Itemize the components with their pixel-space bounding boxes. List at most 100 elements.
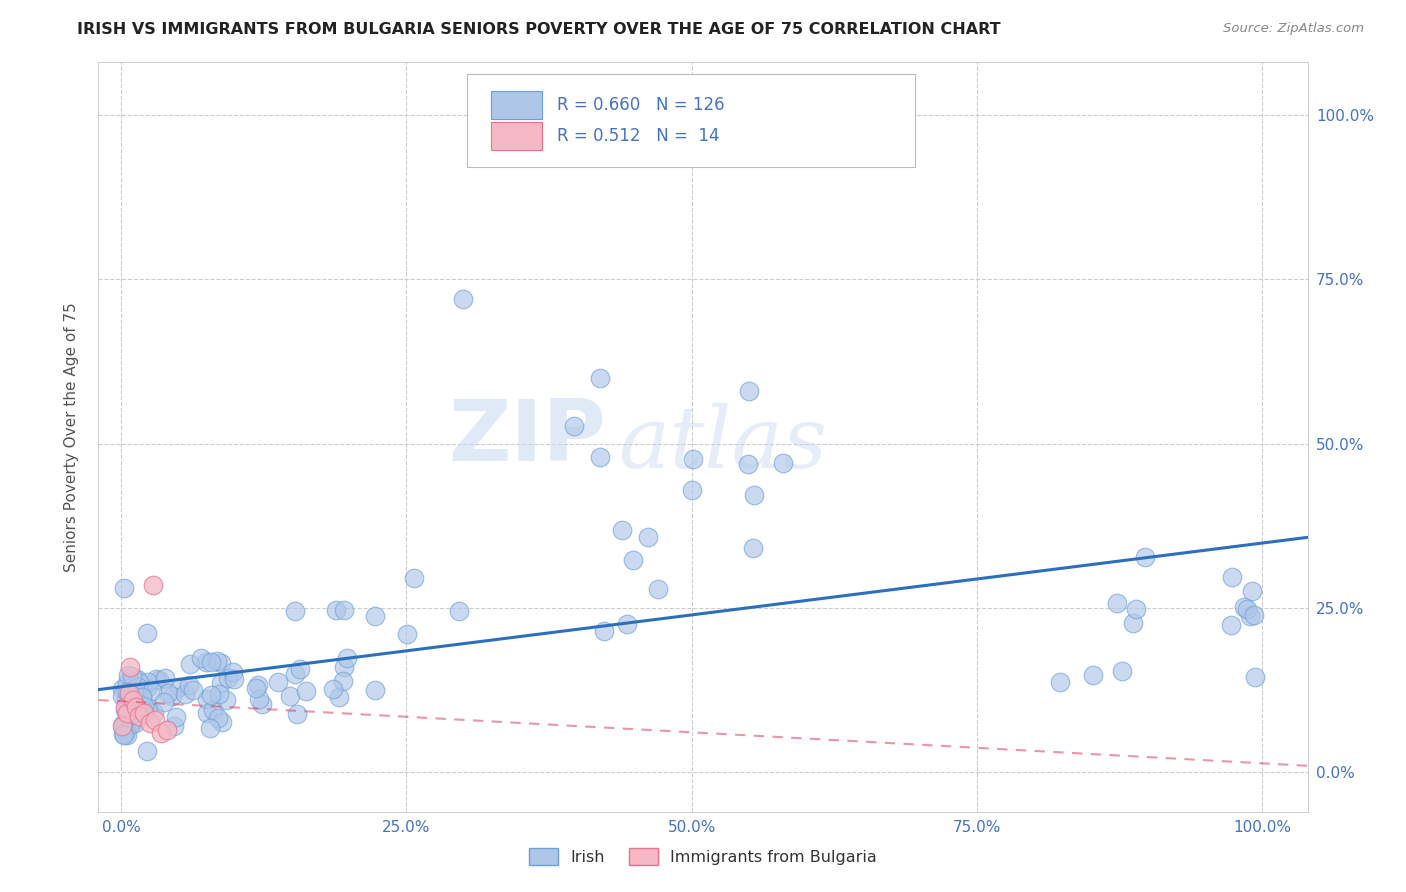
Point — [141, 684, 163, 698]
Point — [127, 680, 149, 694]
Point — [112, 727, 135, 741]
Point — [742, 488, 765, 502]
Point — [332, 674, 354, 689]
Point — [453, 292, 475, 306]
Point — [737, 458, 759, 472]
Point — [1122, 615, 1144, 630]
Point — [295, 684, 318, 698]
Point — [1233, 600, 1256, 615]
Point — [115, 676, 138, 690]
Point — [148, 673, 170, 688]
Point — [145, 672, 167, 686]
Point — [162, 719, 184, 733]
Point — [127, 672, 149, 686]
Point — [115, 728, 138, 742]
Point — [157, 685, 180, 699]
Point — [115, 699, 138, 714]
Point — [111, 690, 134, 704]
Y-axis label: Seniors Poverty Over the Age of 75: Seniors Poverty Over the Age of 75 — [65, 302, 79, 572]
Point — [621, 553, 644, 567]
Point — [120, 660, 142, 674]
Point — [218, 671, 240, 685]
Text: R = 0.512   N =  14: R = 0.512 N = 14 — [557, 127, 720, 145]
Point — [115, 724, 138, 739]
Point — [111, 717, 134, 731]
Point — [118, 686, 141, 700]
Point — [336, 651, 359, 665]
Point — [209, 656, 232, 670]
Point — [246, 678, 269, 692]
Point — [325, 603, 347, 617]
Point — [1125, 601, 1147, 615]
Point — [181, 683, 204, 698]
Text: IRISH VS IMMIGRANTS FROM BULGARIA SENIORS POVERTY OVER THE AGE OF 75 CORRELATION: IRISH VS IMMIGRANTS FROM BULGARIA SENIOR… — [77, 22, 1001, 37]
Point — [136, 744, 159, 758]
Text: Source: ZipAtlas.com: Source: ZipAtlas.com — [1223, 22, 1364, 36]
Point — [197, 692, 219, 706]
Point — [1239, 608, 1261, 623]
Text: ZIP: ZIP — [449, 395, 606, 479]
Point — [150, 726, 173, 740]
Point — [322, 681, 344, 696]
Point — [1244, 670, 1267, 684]
Point — [145, 713, 167, 727]
Point — [211, 715, 233, 730]
Point — [1133, 550, 1156, 565]
Point — [222, 672, 245, 686]
Point — [143, 706, 166, 720]
Point — [114, 703, 136, 717]
Point — [120, 714, 142, 729]
Point — [131, 690, 153, 704]
Point — [647, 582, 669, 596]
Point — [111, 681, 134, 696]
Point — [404, 571, 426, 585]
Point — [112, 581, 135, 595]
Point — [156, 723, 179, 737]
Point — [200, 721, 222, 735]
Point — [364, 682, 387, 697]
Point — [328, 690, 350, 704]
Point — [112, 728, 135, 742]
Point — [128, 709, 150, 723]
Point — [114, 692, 136, 706]
Point — [136, 681, 159, 695]
Point — [449, 603, 471, 617]
Point — [122, 698, 145, 712]
Legend: Irish, Immigrants from Bulgaria: Irish, Immigrants from Bulgaria — [523, 842, 883, 871]
Point — [1111, 664, 1133, 678]
Point — [737, 384, 759, 398]
Point — [128, 675, 150, 690]
Point — [167, 681, 190, 695]
Point — [207, 654, 229, 668]
Point — [132, 706, 155, 720]
Point — [177, 678, 200, 692]
Point — [117, 668, 139, 682]
Point — [1241, 583, 1264, 598]
Point — [741, 541, 763, 556]
Point — [131, 701, 153, 715]
Point — [190, 651, 212, 665]
Point — [179, 657, 201, 671]
Point — [285, 707, 308, 722]
Point — [284, 667, 307, 681]
Point — [267, 675, 290, 690]
Point — [222, 665, 245, 680]
Point — [195, 706, 218, 720]
Point — [165, 709, 187, 723]
Point — [562, 419, 585, 434]
Text: atlas: atlas — [619, 403, 828, 486]
Point — [152, 694, 174, 708]
Point — [125, 699, 148, 714]
Bar — [492, 91, 543, 120]
Bar — [492, 121, 543, 150]
Point — [121, 693, 143, 707]
Point — [121, 707, 143, 722]
Point — [589, 450, 612, 464]
Point — [111, 722, 134, 736]
Point — [364, 609, 387, 624]
Point — [215, 693, 238, 707]
Point — [120, 717, 142, 731]
Point — [284, 604, 307, 618]
Point — [115, 706, 138, 720]
Point — [201, 703, 224, 717]
